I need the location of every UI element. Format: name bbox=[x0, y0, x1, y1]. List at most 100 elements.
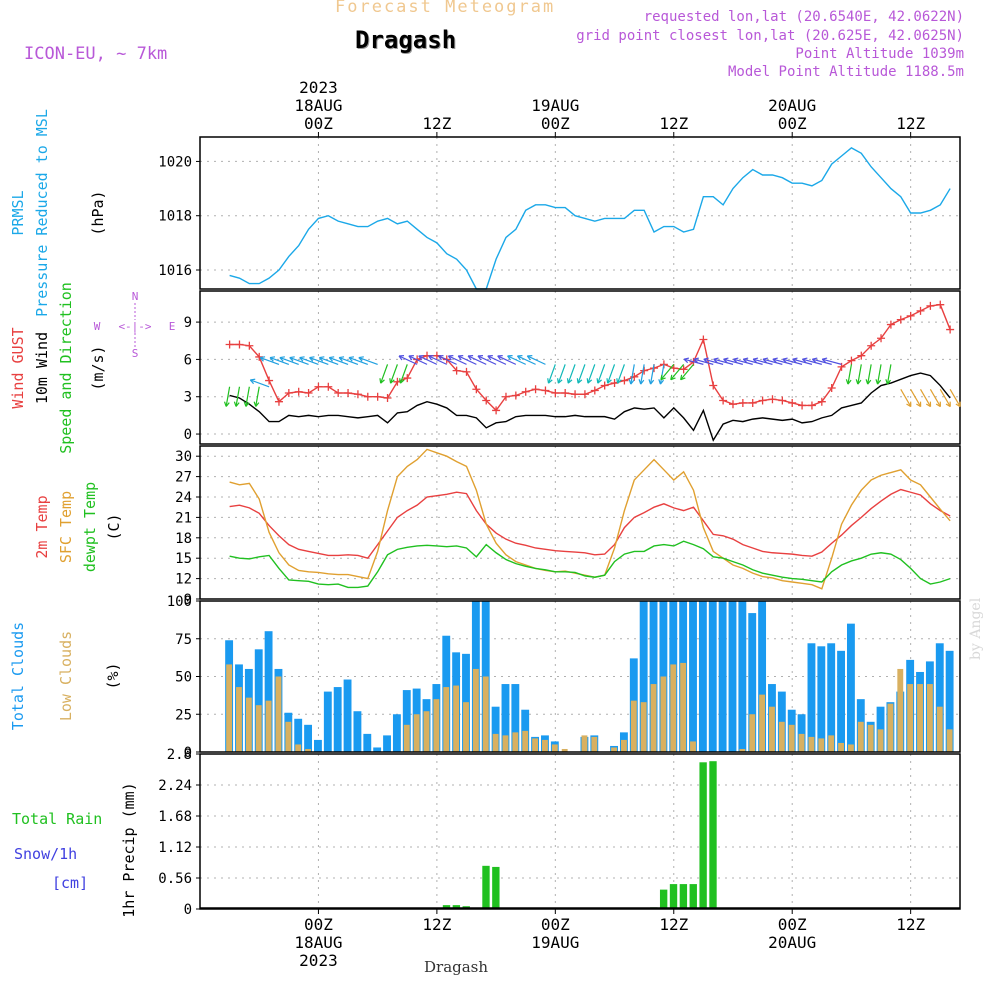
footer-station: Dragash bbox=[424, 958, 489, 976]
top-time-label: 12Z bbox=[659, 114, 688, 133]
wind-arrow-head bbox=[596, 378, 599, 384]
total-cloud-bar bbox=[491, 706, 500, 752]
total-cloud-bar bbox=[363, 733, 372, 752]
low-cloud-bar bbox=[502, 735, 509, 752]
y-tick-label: 100 bbox=[167, 594, 192, 610]
compass-south: S bbox=[132, 347, 139, 360]
wind-arrow-head bbox=[683, 357, 690, 360]
bottom-time-label: 12Z bbox=[896, 915, 925, 934]
gust-point bbox=[501, 392, 510, 401]
wind-arrow-head bbox=[847, 379, 852, 385]
low-cloud-bar bbox=[275, 676, 282, 752]
top-time-label: 19AUG bbox=[531, 96, 579, 115]
wind-direction-arrow bbox=[802, 358, 822, 365]
wind-direction-arrow bbox=[398, 355, 418, 365]
y-tick-label: 15 bbox=[175, 551, 192, 567]
wind-direction-arrow bbox=[289, 356, 309, 365]
low-cloud-bar bbox=[670, 664, 677, 752]
wind-arrow-head bbox=[348, 357, 353, 362]
wind-arrow-head bbox=[772, 357, 778, 360]
wind-arrow-head bbox=[597, 379, 602, 384]
bottom-time-label: 00Z bbox=[778, 915, 807, 934]
wind-arrow-head bbox=[680, 374, 683, 380]
total-cloud-bar bbox=[718, 601, 727, 752]
total-cloud-bar bbox=[945, 650, 954, 752]
low-cloud-bar bbox=[640, 702, 647, 752]
wind-arrow-head bbox=[269, 357, 274, 362]
wind-direction-arrow bbox=[762, 358, 783, 365]
wind-arrow-head bbox=[703, 357, 709, 360]
wind-arrow-head bbox=[299, 357, 304, 362]
top-time-label: 00Z bbox=[304, 114, 333, 133]
wind-arrow-head bbox=[398, 355, 403, 361]
gust-point bbox=[906, 311, 915, 320]
wind-arrow-head bbox=[617, 379, 622, 384]
low-cloud-bar bbox=[532, 738, 539, 752]
wind-arrow-head bbox=[576, 378, 579, 384]
low-cloud-bar bbox=[828, 735, 835, 752]
wind-arrow-head bbox=[250, 378, 256, 381]
wind-arrow-head bbox=[733, 357, 739, 360]
gust-point bbox=[679, 365, 688, 374]
gust-point bbox=[492, 406, 501, 415]
total-cloud-bar bbox=[304, 724, 313, 752]
wind-direction-arrow bbox=[910, 388, 922, 407]
rain-bar bbox=[709, 761, 717, 909]
rain-bar bbox=[659, 889, 668, 909]
wind-direction-arrow bbox=[255, 386, 260, 407]
wind-arrow-head bbox=[658, 379, 661, 385]
gust-point bbox=[284, 389, 293, 397]
total-cloud-bar bbox=[343, 679, 352, 752]
wind-arrow-head bbox=[680, 377, 686, 381]
wind-arrow-head bbox=[260, 356, 266, 359]
wind-direction-arrow bbox=[245, 386, 250, 407]
low-cloud-bar bbox=[926, 684, 933, 752]
wind-direction-arrow bbox=[630, 364, 635, 385]
wind-direction-arrow bbox=[477, 355, 497, 365]
wind-direction-arrow bbox=[900, 388, 912, 407]
wind-direction-arrow bbox=[693, 358, 714, 365]
panel-frame bbox=[199, 290, 961, 445]
wind-arrow-head bbox=[328, 357, 334, 362]
gust-point bbox=[699, 335, 708, 344]
gust-point bbox=[344, 389, 353, 397]
wind-arrow-head bbox=[516, 355, 521, 361]
wind-arrow-head bbox=[548, 379, 553, 384]
bottom-time-label: 18AUG bbox=[294, 933, 342, 952]
gust-point bbox=[353, 390, 362, 399]
low-cloud-bar bbox=[788, 724, 795, 752]
gust-point bbox=[304, 389, 313, 397]
wind-direction-arrow bbox=[597, 364, 606, 384]
total-cloud-bar bbox=[639, 601, 648, 752]
gust-point bbox=[274, 397, 283, 406]
y-tick-label: 1020 bbox=[158, 154, 192, 170]
wind-direction-arrow bbox=[782, 358, 803, 365]
wind-arrow-head bbox=[670, 374, 673, 380]
gust-point bbox=[521, 387, 530, 396]
snow-unit-label: [cm] bbox=[52, 874, 88, 892]
pressure-unit: (hPa) bbox=[89, 190, 107, 235]
gust-point bbox=[758, 396, 767, 405]
wind-arrow-head bbox=[339, 356, 345, 359]
y-tick-label: 30 bbox=[175, 449, 192, 465]
wind-direction-arrow bbox=[567, 364, 576, 384]
low-cloud-bar bbox=[285, 721, 292, 752]
wind-direction-arrow bbox=[438, 355, 457, 365]
low-cloud-bar bbox=[463, 702, 469, 752]
gust-point bbox=[936, 300, 945, 309]
wind-direction-arrow bbox=[418, 355, 438, 365]
wind-direction-arrow bbox=[703, 358, 724, 365]
panel-3: 0 25 50 75 100 bbox=[167, 594, 961, 761]
low-cloud-bar bbox=[522, 730, 529, 752]
total-cloud-bar bbox=[758, 601, 767, 752]
bottom-time-label: 00Z bbox=[541, 915, 570, 934]
low-cloud-bar bbox=[472, 668, 479, 752]
bottom-time-label: 00Z bbox=[304, 915, 333, 934]
gust-point bbox=[719, 396, 728, 405]
wind-unit: (m/s) bbox=[89, 345, 107, 390]
y-tick-label: 0 bbox=[184, 427, 192, 443]
wind-10m-label: 10m Wind bbox=[33, 332, 51, 404]
low-cloud-bar bbox=[265, 700, 272, 752]
wind-arrow-head bbox=[640, 379, 645, 385]
wind-direction-arrow bbox=[649, 364, 655, 385]
